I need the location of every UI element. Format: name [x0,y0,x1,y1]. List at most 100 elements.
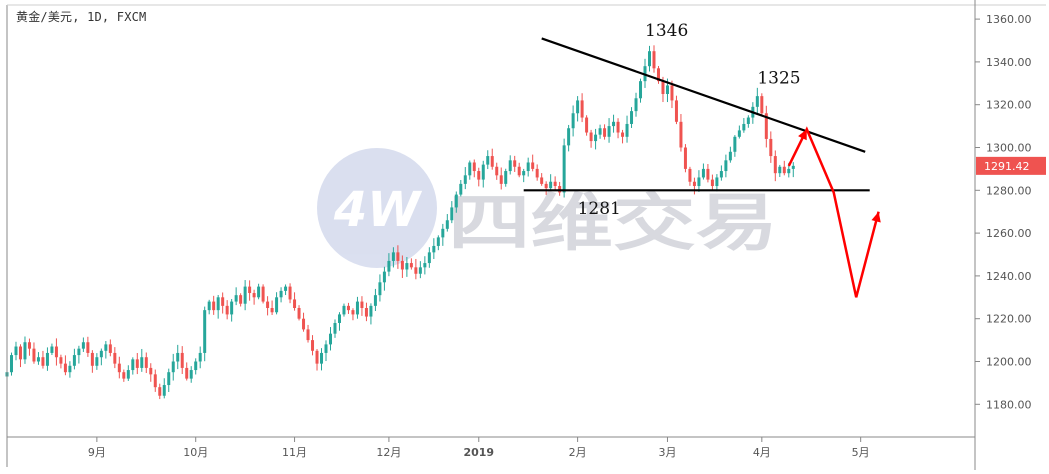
candle-body [333,322,337,334]
candle-body [733,136,737,152]
candle-body [90,352,94,366]
candle-body [634,98,638,112]
y-tick-label: 1280.00 [986,184,1032,197]
candle-body [126,370,130,379]
candle-body [589,132,593,142]
candle-body [279,290,283,298]
candle-body [504,171,508,184]
candle-body [495,166,499,176]
candle-body [755,96,759,107]
y-tick-label: 1200.00 [986,356,1032,369]
candle-body [270,308,274,313]
y-tick-label: 1240.00 [986,270,1032,283]
candle-body [715,177,719,187]
candle-body [149,367,153,375]
candle-body [230,301,234,315]
watermark-logo-text: 4W [333,182,422,238]
candle-body [158,387,162,396]
candle-body [346,305,350,311]
candle-body [176,352,180,362]
candle-body [216,297,220,311]
candle-body [396,252,400,261]
candle-body [63,363,67,373]
candle-body [162,385,166,396]
candle-body [203,310,207,353]
candle-body [585,117,589,133]
candle-body [423,263,427,268]
annotation-label: 1346 [645,21,688,41]
candle-body [72,355,76,366]
candle-body [647,51,651,67]
x-tick-label: 4月 [753,446,771,459]
candle-body [436,237,440,246]
candle-body [778,166,782,174]
candle-body [445,220,449,229]
projection-line [787,126,880,298]
price-tag-label: 1291.42 [984,160,1030,173]
candle-body [261,286,265,302]
candle-body [41,357,45,366]
candle-body [355,301,359,315]
candle-body [414,267,418,274]
candle-body [364,308,368,317]
candle-body [180,352,184,368]
candle-body [580,100,584,118]
candle-body [486,156,490,165]
drawing-lines [523,37,881,298]
watermark-logo-circle [317,148,437,268]
candle-body [9,355,13,373]
candle-body [697,177,701,187]
candle-body [275,297,279,313]
candle-body [68,365,72,373]
candle-body [616,121,620,133]
candle-body [311,340,315,351]
x-tick-label: 2019 [463,446,494,459]
candle-body [553,181,557,187]
candle-body [266,301,270,308]
candle-body [688,168,692,182]
candle-body [594,134,598,142]
candle-body [531,162,535,169]
y-tick-label: 1260.00 [986,227,1032,240]
candle-body [490,156,494,167]
candle-body [306,329,310,341]
candle-body [468,162,472,176]
candles [5,45,795,400]
candle-body [54,346,58,358]
candle-body [549,181,553,189]
candle-body [625,123,629,137]
candle-body [167,372,171,386]
candle-body [782,166,786,174]
candle-body [791,165,795,169]
candle-body [710,179,714,187]
y-tick-label: 1360.00 [986,13,1032,26]
candle-body [234,295,238,302]
candle-body [122,372,126,379]
price-tag-box [976,156,1046,175]
x-tick-label: 3月 [658,446,676,459]
candle-body [337,314,341,323]
candle-body [225,305,229,315]
candle-body [598,128,602,135]
candle-body [189,370,193,379]
candle-body [418,267,422,274]
candle-body [32,348,36,362]
candle-body [769,138,773,157]
candle-body [405,263,409,270]
candle-body [562,145,566,193]
candle-body [522,171,526,176]
candle-body [683,147,687,169]
x-tick-label: 9月 [88,446,106,459]
candle-body [567,128,571,146]
candle-body [99,350,103,358]
candle-body [621,132,625,137]
candle-body [463,175,467,184]
candle-body [724,160,728,172]
candle-body [612,121,616,127]
candle-body [481,164,485,180]
candle-body [746,117,750,124]
x-tick-label: 11月 [282,446,307,459]
annotation-label: 1281 [578,199,621,219]
candle-body [387,260,391,272]
